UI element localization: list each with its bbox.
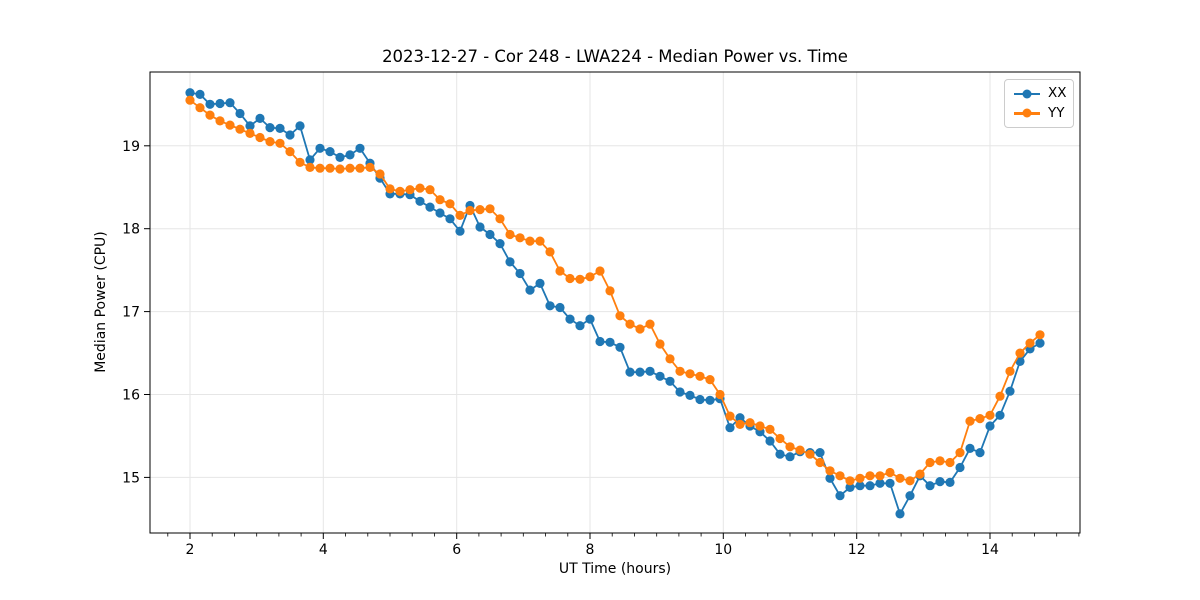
chart-title: 2023-12-27 - Cor 248 - LWA224 - Median P… <box>382 47 848 66</box>
grid <box>150 72 1080 533</box>
svg-text:10: 10 <box>714 542 732 558</box>
svg-text:12: 12 <box>848 542 866 558</box>
y-axis-ticks: 15 16 17 18 19 <box>122 139 150 486</box>
legend-item-xx: XX <box>1014 85 1067 101</box>
legend-marker-xx <box>1014 89 1040 99</box>
svg-text:6: 6 <box>452 542 461 558</box>
axes-frame <box>149 71 1081 534</box>
x-axis-label: UT Time (hours) <box>558 561 672 577</box>
legend-label-yy: YY <box>1048 104 1065 121</box>
legend-item-yy: YY <box>1014 104 1065 121</box>
svg-text:4: 4 <box>319 542 328 558</box>
legend: XX YY <box>1004 79 1074 128</box>
circle-marker-icon <box>1022 108 1032 118</box>
svg-text:8: 8 <box>586 542 595 558</box>
series-YY <box>185 95 1045 486</box>
svg-text:16: 16 <box>122 388 140 404</box>
svg-text:18: 18 <box>122 222 140 238</box>
svg-text:2: 2 <box>186 542 195 558</box>
svg-text:14: 14 <box>981 542 999 558</box>
svg-text:17: 17 <box>122 305 140 321</box>
legend-label-xx: XX <box>1048 85 1067 101</box>
legend-marker-yy <box>1014 108 1040 118</box>
svg-text:15: 15 <box>122 470 140 486</box>
x-axis-ticks: 2 4 6 8 10 12 14 <box>167 533 1080 558</box>
svg-text:19: 19 <box>122 139 140 155</box>
circle-marker-icon <box>1022 89 1032 99</box>
